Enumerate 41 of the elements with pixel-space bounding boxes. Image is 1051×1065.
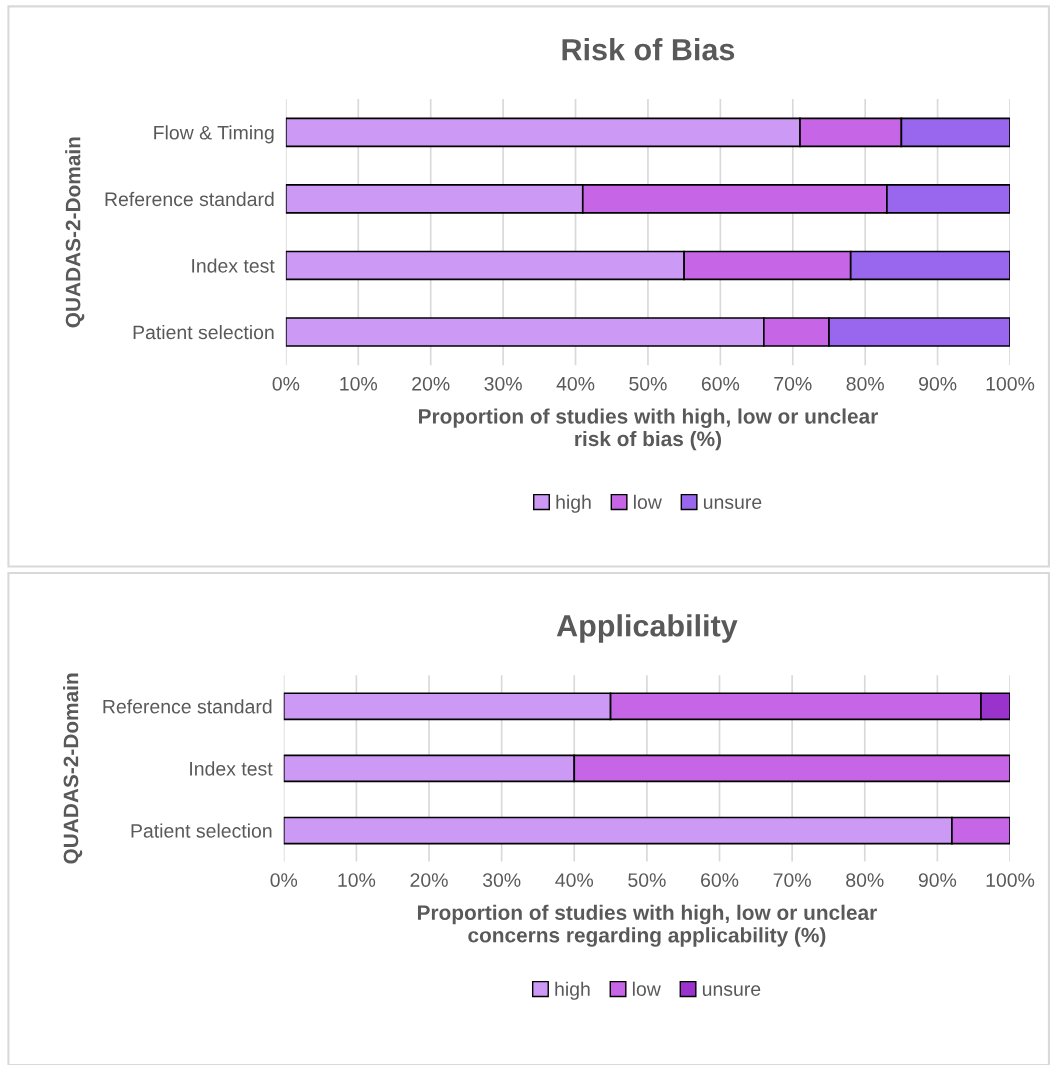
- legend-label: high: [555, 981, 590, 1000]
- y-tick-label: Index test: [190, 761, 273, 776]
- x-axis-title: Proportion of studies with high, low or unclear risk of bias (%): [419, 408, 878, 451]
- x-tick-label: 80%: [846, 376, 884, 391]
- x-tick-label: 20%: [412, 376, 450, 391]
- x-tick-label: 60%: [701, 873, 739, 887]
- x-tick-label: 0%: [270, 873, 298, 887]
- chart-title: Applicability: [556, 614, 738, 643]
- chart-title: Risk of Bias: [562, 38, 735, 61]
- x-tick-label: 70%: [774, 376, 812, 391]
- legend-label: high: [556, 494, 591, 513]
- x-tick-label: 20%: [410, 873, 448, 887]
- legend-label: low: [634, 494, 662, 510]
- legend-label: unsure: [703, 498, 762, 510]
- x-tick-label: 70%: [773, 873, 811, 887]
- x-axis-title: Proportion of studies with high, low or unclear concerns regarding applicability (%): [417, 904, 877, 947]
- y-axis-title: QUADAS-2-Domain: [65, 137, 85, 328]
- y-tick-label: Reference standard: [105, 191, 274, 207]
- y-tick-label: Flow & Timing: [154, 125, 274, 144]
- x-tick-label: 30%: [484, 376, 522, 391]
- x-tick-label: 10%: [338, 873, 376, 887]
- x-tick-label: 30%: [482, 873, 521, 887]
- y-tick-label: Index test: [192, 258, 275, 273]
- x-tick-label: 50%: [628, 873, 666, 887]
- x-tick-label: 80%: [846, 873, 884, 887]
- x-tick-label: 90%: [918, 873, 957, 887]
- y-tick-label: Patient selection: [133, 324, 274, 340]
- x-tick-label: 40%: [556, 376, 595, 391]
- x-tick-label: 10%: [340, 376, 378, 391]
- x-tick-label: 100%: [986, 376, 1035, 391]
- y-tick-label: Reference standard: [103, 699, 272, 714]
- x-tick-label: 50%: [629, 376, 667, 391]
- y-tick-label: Patient selection: [131, 823, 272, 838]
- x-tick-label: 100%: [986, 873, 1035, 887]
- y-axis-title: QUADAS-2-Domain: [63, 673, 83, 864]
- x-tick-label: 90%: [919, 376, 957, 391]
- x-tick-label: 60%: [701, 376, 740, 391]
- x-tick-label: 0%: [272, 376, 300, 391]
- legend-label: unsure: [702, 985, 761, 996]
- x-tick-label: 40%: [555, 873, 594, 887]
- legend-label: low: [632, 981, 661, 996]
